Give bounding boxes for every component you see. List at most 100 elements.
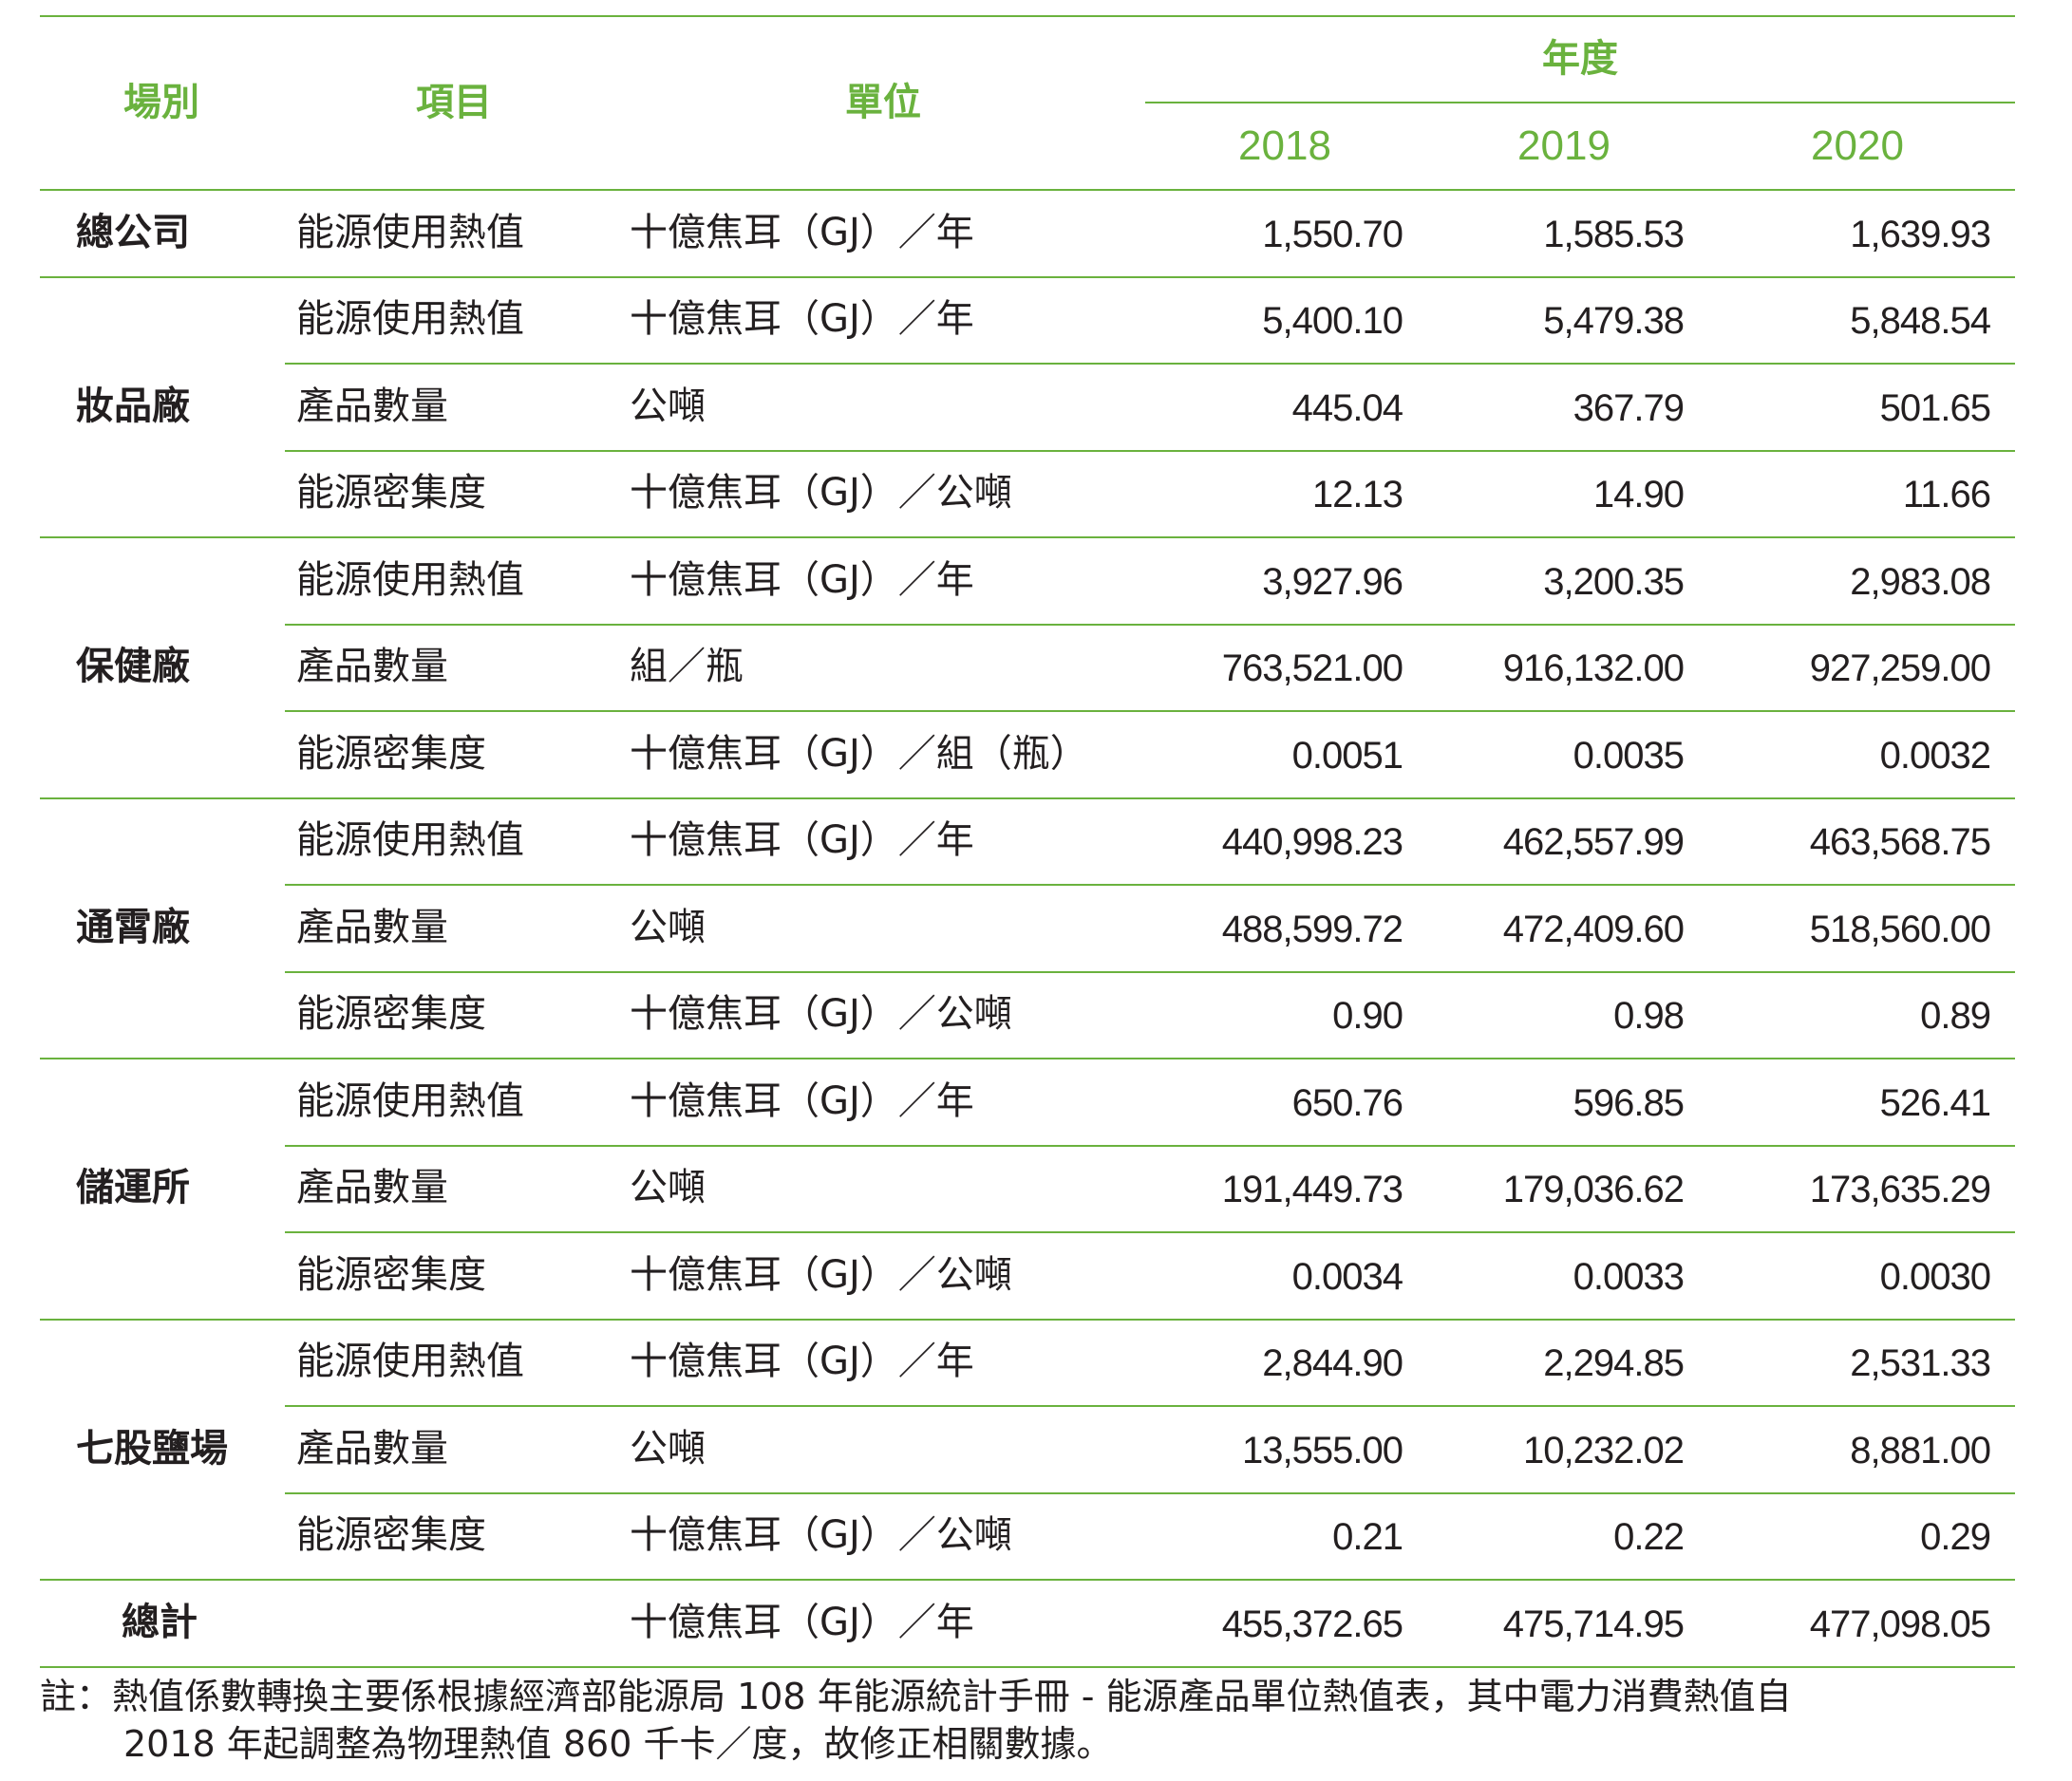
- header-year-2019: 2019: [1517, 122, 1611, 169]
- row-rule: [285, 710, 2015, 712]
- value-cell: 463,568.75: [1809, 821, 1991, 864]
- value-cell: 5,479.38: [1543, 300, 1685, 343]
- row-rule: [40, 1579, 2015, 1581]
- header-item: 項目: [416, 81, 492, 124]
- row-rule: [40, 1318, 2015, 1321]
- header-year-2018: 2018: [1238, 122, 1331, 169]
- unit-label: 十億焦耳（GJ）／公噸: [630, 1513, 1012, 1558]
- value-cell: 0.29: [1920, 1516, 1991, 1559]
- value-cell: 650.76: [1291, 1081, 1403, 1124]
- value-cell: 173,635.29: [1809, 1169, 1991, 1211]
- value-cell: 596.85: [1573, 1081, 1685, 1124]
- total-value-cell: 477,098.05: [1809, 1603, 1991, 1645]
- value-cell: 0.0030: [1879, 1255, 1991, 1298]
- value-cell: 2,983.08: [1850, 560, 1991, 603]
- unit-label: 公噸: [630, 1426, 706, 1471]
- value-cell: 462,557.99: [1502, 821, 1685, 864]
- value-cell: 13,555.00: [1242, 1429, 1403, 1472]
- value-cell: 440,998.23: [1221, 821, 1403, 864]
- item-label: 能源使用熱值: [296, 818, 524, 863]
- header-year-2020: 2020: [1811, 122, 1904, 169]
- unit-label: 十億焦耳（GJ）／年: [630, 1078, 974, 1123]
- item-label: 產品數量: [296, 905, 448, 949]
- row-rule: [285, 449, 2015, 452]
- row-rule: [285, 1231, 2015, 1233]
- item-label: 能源使用熱值: [296, 557, 524, 602]
- row-rule: [40, 1665, 2015, 1668]
- unit-label: 十億焦耳（GJ）／年: [630, 557, 974, 602]
- item-label: 產品數量: [296, 645, 448, 689]
- row-rule: [285, 623, 2015, 626]
- value-cell: 12.13: [1311, 474, 1403, 516]
- row-rule: [40, 275, 2015, 278]
- item-label: 能源使用熱值: [296, 1078, 524, 1123]
- value-cell: 445.04: [1291, 386, 1403, 429]
- header-year-group: 年度: [1542, 37, 1618, 81]
- site-label: 保健廠: [76, 645, 190, 689]
- value-cell: 0.98: [1613, 995, 1685, 1038]
- unit-label: 公噸: [630, 384, 706, 428]
- row-rule: [285, 970, 2015, 973]
- value-cell: 0.90: [1332, 995, 1403, 1038]
- value-cell: 3,927.96: [1262, 560, 1403, 603]
- site-label: 七股鹽場: [76, 1426, 228, 1471]
- value-cell: 8,881.00: [1850, 1429, 1991, 1472]
- value-cell: 5,848.54: [1850, 300, 1991, 343]
- item-label: 能源使用熱值: [296, 210, 524, 254]
- value-cell: 2,844.90: [1262, 1342, 1403, 1385]
- site-label: 總公司: [76, 210, 190, 254]
- row-rule: [285, 884, 2015, 886]
- year-group-rule: [1145, 102, 2015, 103]
- unit-label: 十億焦耳（GJ）／公噸: [630, 992, 1012, 1037]
- unit-label: 組／瓶: [630, 645, 744, 689]
- value-cell: 518,560.00: [1809, 908, 1991, 950]
- unit-label: 十億焦耳（GJ）／組（瓶）: [630, 731, 1088, 776]
- value-cell: 179,036.62: [1502, 1169, 1685, 1211]
- value-cell: 1,585.53: [1543, 213, 1685, 255]
- item-label: 能源密集度: [296, 731, 486, 776]
- unit-label: 公噸: [630, 905, 706, 949]
- value-cell: 2,294.85: [1543, 1342, 1685, 1385]
- site-label: 妝品廠: [76, 384, 190, 428]
- energy-table: 場別 項目 單位 年度 2018 2019 2020 總公司 能源使用熱值 十億焦耳…: [40, 15, 2015, 1677]
- value-cell: 11.66: [1902, 474, 1991, 516]
- item-label: 能源使用熱值: [296, 297, 524, 342]
- item-label: 產品數量: [296, 1426, 448, 1471]
- unit-label: 十億焦耳（GJ）／年: [630, 297, 974, 342]
- value-cell: 526.41: [1879, 1081, 1991, 1124]
- total-value-cell: 475,714.95: [1502, 1603, 1685, 1645]
- row-rule: [40, 189, 2015, 191]
- row-rule: [40, 797, 2015, 799]
- unit-label: 十億焦耳（GJ）／年: [630, 1340, 974, 1384]
- value-cell: 0.22: [1613, 1516, 1685, 1559]
- unit-label: 公噸: [630, 1166, 706, 1210]
- value-cell: 0.0051: [1291, 734, 1403, 777]
- header-site: 場別: [123, 81, 199, 124]
- row-rule: [285, 1491, 2015, 1494]
- item-label: 能源使用熱值: [296, 1340, 524, 1384]
- value-cell: 0.0034: [1291, 1255, 1403, 1298]
- value-cell: 0.0032: [1879, 734, 1991, 777]
- value-cell: 916,132.00: [1502, 647, 1685, 690]
- unit-label: 十億焦耳（GJ）／公噸: [630, 1252, 1012, 1297]
- value-cell: 763,521.00: [1221, 647, 1403, 690]
- value-cell: 10,232.02: [1523, 1429, 1685, 1472]
- value-cell: 0.0035: [1573, 734, 1685, 777]
- item-label: 能源密集度: [296, 1513, 486, 1558]
- value-cell: 367.79: [1573, 386, 1685, 429]
- item-label: 能源密集度: [296, 1252, 486, 1297]
- item-label: 產品數量: [296, 384, 448, 428]
- row-rule: [40, 1058, 2015, 1059]
- value-cell: 5,400.10: [1262, 300, 1403, 343]
- footnote: 註：熱值係數轉換主要係根據經濟部能源局 108 年能源統計手冊 - 能源產品單位…: [40, 1673, 2015, 1768]
- value-cell: 2,531.33: [1850, 1342, 1991, 1385]
- value-cell: 501.65: [1879, 386, 1991, 429]
- unit-label: 十億焦耳（GJ）／年: [630, 210, 974, 254]
- value-cell: 0.89: [1920, 995, 1991, 1038]
- row-rule: [40, 536, 2015, 538]
- unit-label: 十億焦耳（GJ）／年: [630, 818, 974, 863]
- unit-label: 十億焦耳（GJ）／公噸: [630, 471, 1012, 516]
- row-rule: [285, 1405, 2015, 1407]
- site-label: 通霄廠: [76, 905, 190, 949]
- value-cell: 0.21: [1332, 1516, 1403, 1559]
